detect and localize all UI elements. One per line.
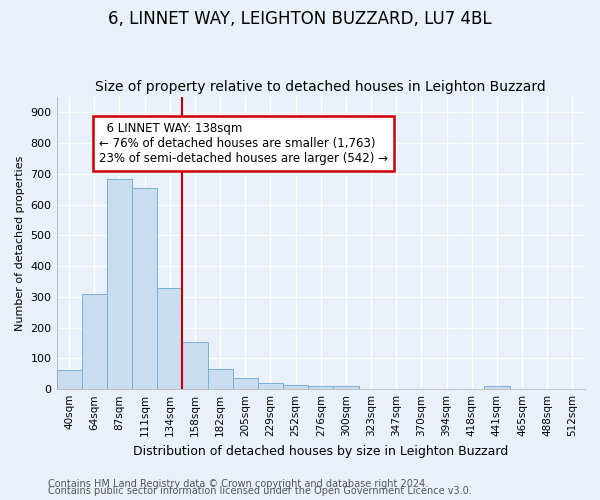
Bar: [484, 386, 509, 389]
Bar: [208, 369, 233, 389]
Text: Contains HM Land Registry data © Crown copyright and database right 2024.: Contains HM Land Registry data © Crown c…: [48, 479, 428, 489]
Bar: [308, 386, 334, 389]
Text: 6 LINNET WAY: 138sqm  
← 76% of detached houses are smaller (1,763)
23% of semi-: 6 LINNET WAY: 138sqm ← 76% of detached h…: [99, 122, 388, 165]
Bar: [56, 370, 82, 389]
Title: Size of property relative to detached houses in Leighton Buzzard: Size of property relative to detached ho…: [95, 80, 546, 94]
Text: Contains public sector information licensed under the Open Government Licence v3: Contains public sector information licen…: [48, 486, 472, 496]
Bar: [233, 378, 258, 389]
X-axis label: Distribution of detached houses by size in Leighton Buzzard: Distribution of detached houses by size …: [133, 444, 508, 458]
Bar: [132, 188, 157, 389]
Bar: [157, 288, 182, 389]
Bar: [107, 178, 132, 389]
Text: 6, LINNET WAY, LEIGHTON BUZZARD, LU7 4BL: 6, LINNET WAY, LEIGHTON BUZZARD, LU7 4BL: [108, 10, 492, 28]
Bar: [82, 294, 107, 389]
Bar: [334, 386, 359, 389]
Y-axis label: Number of detached properties: Number of detached properties: [15, 156, 25, 331]
Bar: [182, 342, 208, 389]
Bar: [258, 383, 283, 389]
Bar: [283, 386, 308, 389]
